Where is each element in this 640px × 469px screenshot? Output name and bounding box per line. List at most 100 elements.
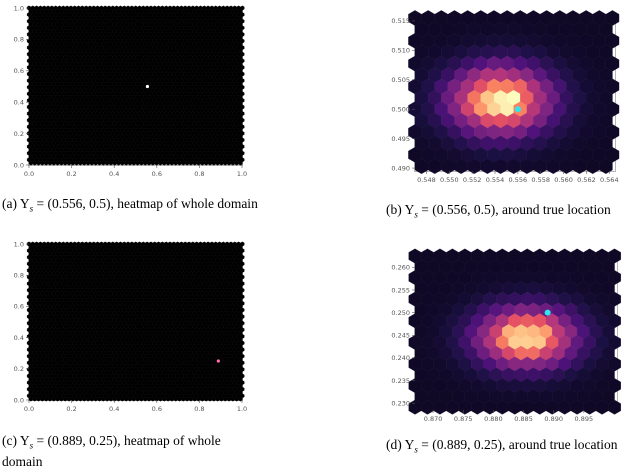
hex-bin (174, 161, 178, 165)
hex-bin (63, 161, 67, 165)
hex-bin (105, 161, 109, 165)
hex-bin (71, 161, 75, 165)
x-tick-label: 0.558 (531, 176, 550, 184)
hex-bin (147, 161, 151, 165)
hex-bin (140, 161, 144, 165)
caption-a-text: = (0.556, 0.5), heatmap of whole domain (33, 196, 258, 211)
hex-bin (113, 161, 117, 165)
hex-bin (120, 161, 124, 165)
hex-grid (408, 10, 619, 173)
hex-bin (90, 161, 94, 165)
hex-bin (197, 161, 201, 165)
x-tick-label: 0.2 (66, 170, 76, 178)
y-tick-label: 0.4 (14, 99, 24, 107)
hex-bin (155, 161, 159, 165)
x-tick-label: 0.562 (577, 176, 596, 184)
hex-bin (44, 161, 48, 165)
y-tick-label: 0.2 (14, 130, 24, 138)
x-tick-label: 0.556 (509, 176, 528, 184)
y-tick-label: 0.515 (391, 17, 410, 25)
hex-bin (216, 161, 220, 165)
hex-bin (109, 161, 113, 165)
hex-bin (181, 161, 185, 165)
hex-bin (208, 161, 212, 165)
hex-bin (200, 161, 204, 165)
x-tick-label: 0.552 (463, 176, 482, 184)
hex-bin (79, 161, 83, 165)
y-tick-label: 0.505 (391, 76, 410, 84)
hex-bin (75, 161, 79, 165)
hex-bin (86, 161, 90, 165)
panel-a: 0.0 0.2 0.4 0.6 0.8 1.0 0.0 0.2 0.4 0.6 0.8 1.0 (0, 0, 250, 190)
y-tick-label: 0.510 (391, 47, 410, 55)
hex-bin (235, 161, 239, 165)
heatmap-a-chart: 0.0 0.2 0.4 0.6 0.8 1.0 0.0 0.2 0.4 0.6 0.8 1.0 (0, 0, 250, 190)
y-tick-label: 0.8 (14, 36, 24, 44)
y-tick-label: 0.6 (14, 67, 24, 75)
hex-bin (159, 161, 163, 165)
hex-grid (27, 6, 244, 166)
hex-bin (212, 161, 216, 165)
hex-grid (27, 242, 244, 401)
x-tick-label: 0.0 (24, 170, 34, 178)
hex-bin (185, 161, 189, 165)
caption-a: (a) Ys = (0.556, 0.5), heatmap of whole … (2, 196, 260, 217)
hex-bin (52, 161, 56, 165)
caption-a-label: (a) Y (2, 196, 30, 211)
hex-bin (162, 161, 166, 165)
caption-b-label: (b) Y (386, 202, 414, 217)
hex-bin (151, 161, 155, 165)
x-tick-label: 0.554 (486, 176, 505, 184)
hex-bin (117, 161, 121, 165)
hex-bin (239, 161, 243, 165)
hex-bin (98, 161, 102, 165)
hex-bin (67, 161, 71, 165)
y-tick-label: 0.495 (391, 135, 410, 143)
hex-bin (94, 161, 98, 165)
y-tick-label: 0.490 (391, 164, 410, 172)
caption-b: (b) Ys = (0.556, 0.5), around true locat… (386, 202, 640, 223)
y-tick-label: 1.0 (14, 4, 24, 12)
hex-bin (37, 161, 41, 165)
hex-bin (132, 161, 136, 165)
hex-bin (56, 161, 60, 165)
x-tick-label: 0.548 (417, 176, 436, 184)
x-tick-label: 0.8 (194, 170, 204, 178)
caption-b-text: = (0.556, 0.5), around true location (418, 202, 611, 217)
y-tick-label: 0.500 (391, 106, 410, 114)
x-tick-label: 0.560 (554, 176, 573, 184)
hex-bin (178, 161, 182, 165)
hex-bin (59, 161, 63, 165)
hex-bin (223, 161, 227, 165)
true-location-marker (146, 85, 149, 88)
hex-bin (33, 161, 37, 165)
hex-bin (170, 161, 174, 165)
hex-bin (231, 161, 235, 165)
hex-bin (220, 161, 224, 165)
hex-bin (48, 161, 52, 165)
x-tick-label: 1.0 (237, 170, 247, 178)
hex-bin (227, 161, 231, 165)
x-tick-label: 0.6 (152, 170, 162, 178)
hex-bin (128, 161, 132, 165)
hex-bin (29, 161, 33, 165)
hex-bin (124, 161, 128, 165)
hex-bin (143, 161, 147, 165)
hex-bin (136, 161, 140, 165)
hex-bin (204, 161, 208, 165)
x-tick-label: 0.4 (109, 170, 119, 178)
hex-bin (189, 161, 193, 165)
x-tick-label: 0.550 (440, 176, 459, 184)
hex-bin (193, 161, 197, 165)
hex-bin (166, 161, 170, 165)
y-tick-label: 0.0 (14, 161, 24, 169)
hex-bin (101, 161, 105, 165)
true-location-marker (515, 106, 521, 112)
hex-bin (82, 161, 86, 165)
hex-bin (40, 161, 44, 165)
x-tick-label: 0.564 (600, 176, 619, 184)
